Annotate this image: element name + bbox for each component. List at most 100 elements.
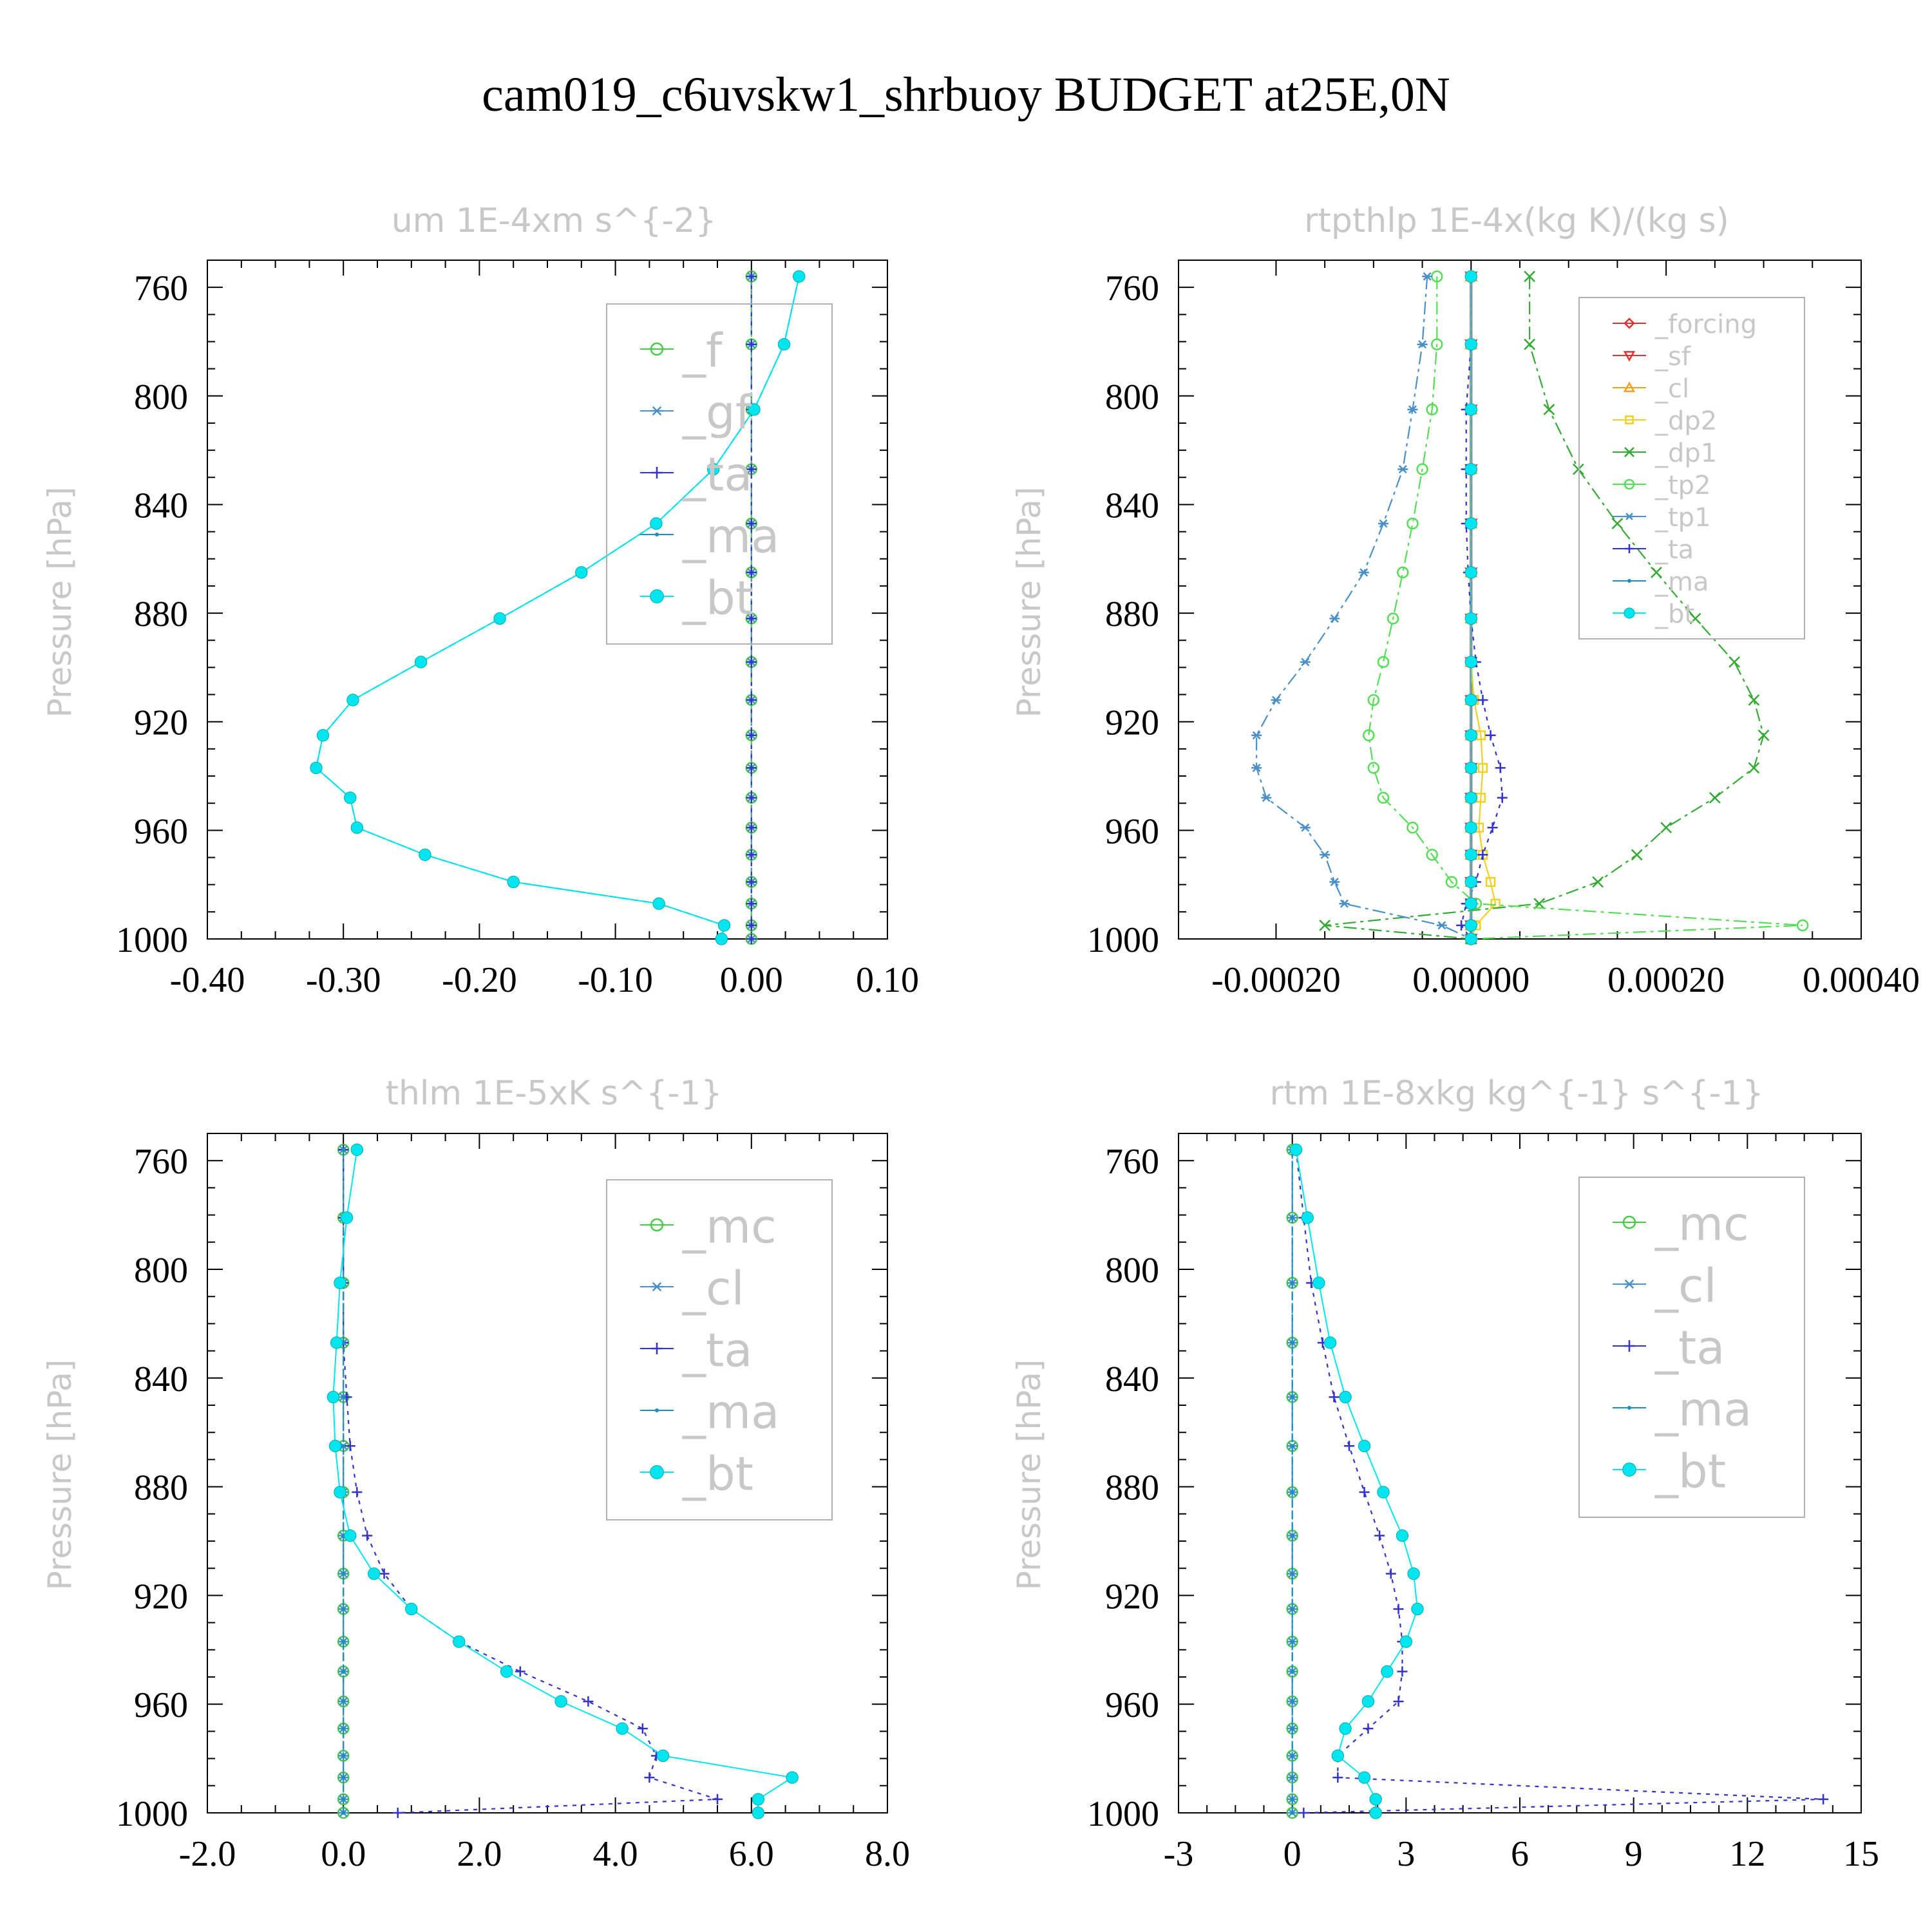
legend-label: _mc — [682, 1199, 777, 1253]
y-tick-label: 840 — [134, 486, 188, 526]
legend-marker — [650, 589, 664, 603]
data-point — [746, 849, 757, 860]
data-point — [1464, 791, 1477, 804]
data-point — [328, 1439, 342, 1453]
data-point — [1431, 338, 1443, 350]
data-point — [1436, 921, 1447, 930]
data-point — [1464, 694, 1477, 706]
y-tick-label: 880 — [134, 594, 188, 634]
data-point — [507, 875, 520, 889]
panel-rtpthlp: rtpthlp 1E-4x(kg K)/(kg s) Pressure [hPa… — [1010, 202, 1920, 1000]
data-point — [1290, 1776, 1294, 1780]
data-point — [1363, 1723, 1374, 1734]
legend-label: _gf — [682, 385, 753, 439]
data-point — [1301, 1211, 1314, 1224]
data-point — [1377, 791, 1390, 804]
data-point — [341, 1571, 346, 1576]
legend-label: _ma — [1654, 1382, 1752, 1436]
data-point — [334, 1276, 346, 1289]
data-point — [1358, 1439, 1371, 1453]
panel-rtm: rtm 1E-8xkg kg^{-1} s^{-1} Pressure [hPa… — [1010, 1074, 1879, 1874]
data-point — [341, 1727, 346, 1731]
legend-label: _sf — [1654, 342, 1691, 372]
panel-rtpthlp-title: rtpthlp 1E-4x(kg K)/(kg s) — [1304, 202, 1729, 240]
data-point — [1397, 566, 1409, 579]
data-point — [500, 1665, 513, 1678]
series-bt — [327, 1143, 799, 1819]
data-point — [746, 822, 757, 833]
data-point — [334, 1486, 346, 1499]
legend-label: _ma — [682, 509, 779, 563]
data-point — [1359, 1487, 1370, 1498]
data-point — [1464, 821, 1477, 834]
data-point — [1290, 1699, 1294, 1703]
x-tick-label: 0.00040 — [1803, 960, 1920, 1000]
data-point — [1406, 821, 1419, 834]
data-point — [554, 1695, 567, 1708]
data-point — [341, 1699, 346, 1703]
data-point — [340, 1211, 354, 1224]
data-point — [1464, 761, 1477, 775]
data-point — [1477, 694, 1488, 705]
data-point — [341, 1776, 346, 1780]
data-point — [746, 920, 757, 931]
y-tick-label: 760 — [134, 269, 188, 308]
legend-marker — [650, 342, 664, 356]
data-point — [1363, 729, 1375, 742]
legend-box — [1578, 297, 1805, 639]
legend-label: _mc — [1654, 1197, 1749, 1251]
x-tick-label: -0.30 — [306, 960, 381, 1000]
data-point — [656, 1749, 670, 1763]
data-point — [1331, 1749, 1345, 1763]
data-point — [1426, 403, 1438, 416]
data-point — [746, 792, 757, 803]
y-tick-label: 920 — [1105, 1577, 1159, 1616]
data-point — [1290, 1811, 1294, 1815]
data-point — [637, 1723, 648, 1734]
y-tick-label: 840 — [1105, 1359, 1159, 1399]
data-point — [1796, 919, 1809, 932]
legend-label: _bt — [1654, 600, 1694, 629]
data-point — [1477, 849, 1488, 860]
data-point — [706, 462, 720, 476]
data-point — [1290, 1754, 1294, 1758]
y-tick-label: 840 — [134, 1359, 188, 1399]
x-tick-label: 8.0 — [865, 1834, 910, 1874]
data-point — [1611, 518, 1624, 529]
data-point — [1261, 793, 1272, 802]
legend-marker — [1624, 1279, 1635, 1289]
series-line — [1460, 276, 1503, 940]
data-point — [1748, 762, 1760, 774]
data-point — [346, 694, 359, 706]
data-point — [453, 1635, 466, 1648]
data-point — [1524, 338, 1536, 350]
data-point — [1464, 656, 1477, 668]
data-point — [1464, 897, 1477, 910]
series-bt — [1464, 270, 1477, 945]
data-point — [419, 848, 431, 862]
legend-marker — [1624, 447, 1634, 457]
figure-title: cam019_c6uvskw1_shrbuoy BUDGET at25E,0N — [482, 68, 1450, 122]
legend-marker — [1623, 381, 1636, 392]
data-point — [341, 1640, 346, 1644]
data-point — [1393, 1604, 1404, 1615]
data-point — [1407, 405, 1418, 414]
data-point — [1397, 1666, 1408, 1677]
data-point — [1397, 465, 1408, 474]
y-tick-label: 1000 — [116, 1794, 188, 1834]
data-point — [414, 656, 428, 668]
y-tick-label: 760 — [1105, 1142, 1159, 1182]
data-point — [652, 897, 665, 910]
data-point — [1377, 656, 1390, 668]
data-point — [1289, 1143, 1303, 1157]
legend-label: _cl — [1654, 1258, 1717, 1312]
data-point — [1344, 1441, 1354, 1452]
legend-label: _f — [682, 323, 723, 377]
data-point — [350, 821, 364, 834]
x-tick-label: 0.00020 — [1607, 960, 1725, 1000]
data-point — [752, 1793, 765, 1806]
data-point — [362, 1530, 373, 1541]
data-point — [1323, 1336, 1337, 1349]
data-point — [1290, 1797, 1294, 1801]
